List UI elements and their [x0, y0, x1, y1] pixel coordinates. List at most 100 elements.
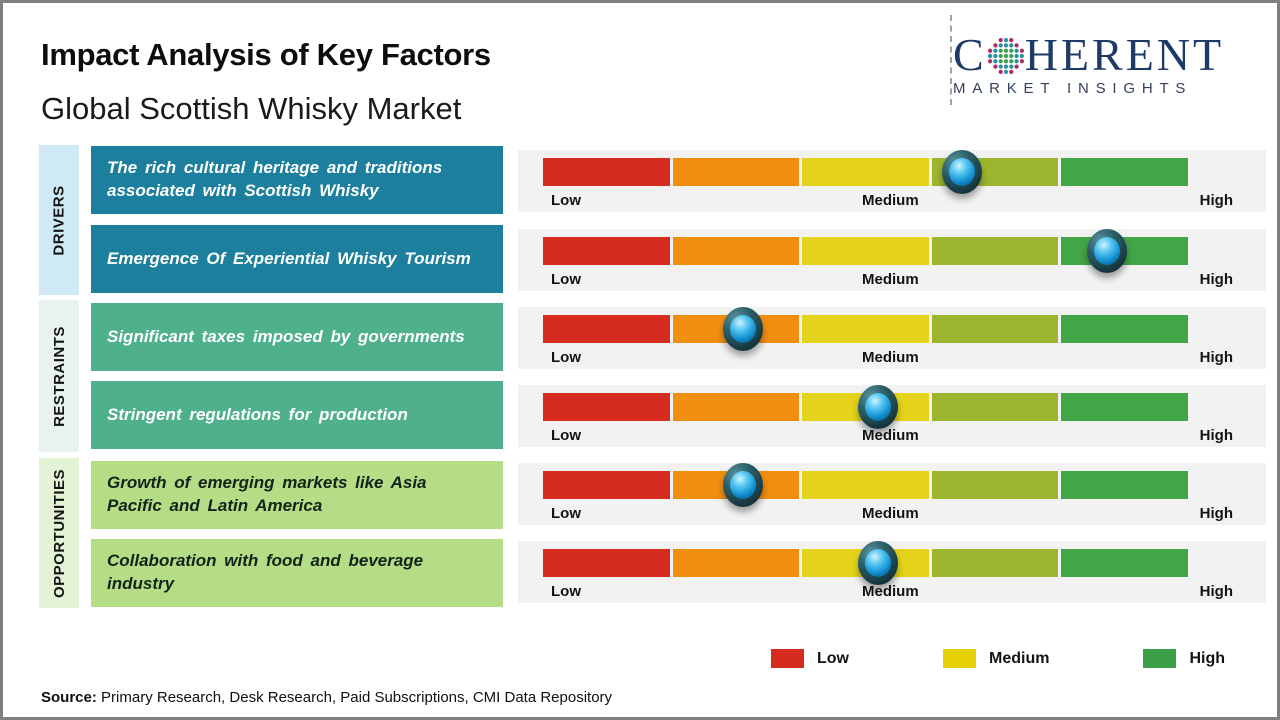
segment-low [543, 237, 670, 265]
source-label: Source: [41, 689, 97, 706]
factor-box-emerging-markets: Growth of emerging markets like Asia Pac… [91, 461, 503, 529]
segment-high [1061, 393, 1188, 421]
segment-medium-high [931, 315, 1059, 343]
group-cell-restraints: RESTRAINTS [39, 300, 79, 452]
legend-label-low: Low [817, 649, 849, 667]
scale-label-high: High [1199, 349, 1233, 366]
impact-marker [1087, 229, 1128, 273]
segment-low-medium [672, 237, 800, 265]
segment-medium [802, 471, 929, 499]
page-subtitle: Global Scottish Whisky Market [41, 91, 462, 126]
impact-scale-bar [543, 307, 1188, 351]
segment-medium-high [931, 549, 1059, 577]
impact-bar-row-5: Low Medium High [518, 463, 1266, 525]
legend-item-high: High [1143, 649, 1225, 668]
group-label-drivers: DRIVERS [50, 184, 68, 256]
legend-swatch-high [1143, 649, 1177, 668]
scale-label-low: Low [551, 349, 581, 366]
segment-high [1061, 158, 1188, 186]
scale-label-high: High [1199, 583, 1233, 600]
scale-labels: Low Medium High [551, 192, 1233, 209]
factor-text: The rich cultural heritage and tradition… [107, 158, 443, 200]
segment-low [543, 549, 670, 577]
logo-globe-icon [987, 37, 1024, 74]
page-title: Impact Analysis of Key Factors [41, 37, 491, 72]
factor-text: Stringent regulations for production [107, 404, 408, 424]
factor-text: Growth of emerging markets like Asia Pac… [107, 473, 427, 515]
scale-label-medium: Medium [862, 349, 919, 366]
impact-marker-core [865, 393, 892, 421]
scale-labels: Low Medium High [551, 505, 1233, 522]
logo-wordmark: C HERENT [953, 29, 1255, 80]
legend-item-low: Low [771, 649, 849, 668]
impact-marker-core [729, 315, 756, 343]
scale-label-high: High [1199, 271, 1233, 288]
factor-box-food-beverage: Collaboration with food and beverage ind… [91, 539, 503, 607]
factor-text: Significant taxes imposed by governments [107, 326, 465, 346]
impact-marker [858, 541, 899, 585]
scale-label-medium: Medium [862, 505, 919, 522]
scale-labels: Low Medium High [551, 427, 1233, 444]
segment-medium-high [931, 237, 1059, 265]
segment-low-medium [672, 393, 800, 421]
segment-high [1061, 315, 1188, 343]
segment-low [543, 471, 670, 499]
group-label-restraints: RESTRAINTS [50, 325, 68, 427]
legend-swatch-medium [943, 649, 976, 668]
scale-label-low: Low [551, 583, 581, 600]
impact-marker-core [865, 549, 892, 577]
impact-marker [942, 150, 983, 194]
factor-box-regulations: Stringent regulations for production [91, 381, 503, 449]
impact-bar-row-6: Low Medium High [518, 541, 1266, 603]
factor-text: Collaboration with food and beverage ind… [107, 551, 424, 593]
scale-label-low: Low [551, 192, 581, 209]
segment-medium-high [931, 471, 1059, 499]
scale-label-low: Low [551, 505, 581, 522]
group-cell-drivers: DRIVERS [39, 145, 79, 295]
legend-label-high: High [1189, 649, 1225, 667]
company-logo: C HERENT MARKET INSIGHTS [953, 29, 1255, 98]
scale-labels: Low Medium High [551, 349, 1233, 366]
impact-scale-bar [543, 150, 1188, 194]
impact-scale-bar [543, 385, 1188, 429]
scale-label-medium: Medium [862, 427, 919, 444]
scale-label-medium: Medium [862, 583, 919, 600]
segment-low-medium [672, 549, 800, 577]
impact-bar-row-2: Low Medium High [518, 229, 1266, 291]
impact-bar-row-4: Low Medium High [518, 385, 1266, 447]
segment-medium [802, 237, 929, 265]
logo-letters-herent: HERENT [1024, 29, 1225, 80]
scale-label-high: High [1199, 505, 1233, 522]
legend-label-medium: Medium [989, 649, 1050, 667]
impact-marker-core [949, 158, 976, 186]
factor-text: Emergence Of Experiential Whisky Tourism [107, 248, 471, 268]
legend: Low Medium High [771, 649, 1225, 668]
logo-divider [950, 15, 952, 105]
logo-tagline: MARKET INSIGHTS [953, 80, 1193, 97]
logo-letter-c: C [953, 29, 987, 80]
impact-scale-bar [543, 541, 1188, 585]
group-label-opportunities: OPPORTUNITIES [50, 468, 68, 598]
legend-item-medium: Medium [943, 649, 1049, 668]
impact-marker-core [729, 471, 756, 499]
segment-medium [802, 315, 929, 343]
segment-medium-high [931, 393, 1059, 421]
factor-box-whisky-tourism: Emergence Of Experiential Whisky Tourism [91, 225, 503, 293]
scale-label-high: High [1199, 427, 1233, 444]
source-text: Primary Research, Desk Research, Paid Su… [96, 689, 613, 706]
segment-low [543, 158, 670, 186]
scale-labels: Low Medium High [551, 271, 1233, 288]
scale-label-high: High [1199, 192, 1233, 209]
segment-high [1061, 471, 1188, 499]
scale-label-medium: Medium [862, 192, 919, 209]
impact-marker [722, 463, 763, 507]
scale-labels: Low Medium High [551, 583, 1233, 600]
segment-low [543, 393, 670, 421]
scale-label-low: Low [551, 427, 581, 444]
factor-box-taxes: Significant taxes imposed by governments [91, 303, 503, 371]
impact-marker-core [1094, 237, 1121, 265]
group-cell-opportunities: OPPORTUNITIES [39, 458, 79, 608]
segment-low-medium [672, 158, 800, 186]
segment-low [543, 315, 670, 343]
